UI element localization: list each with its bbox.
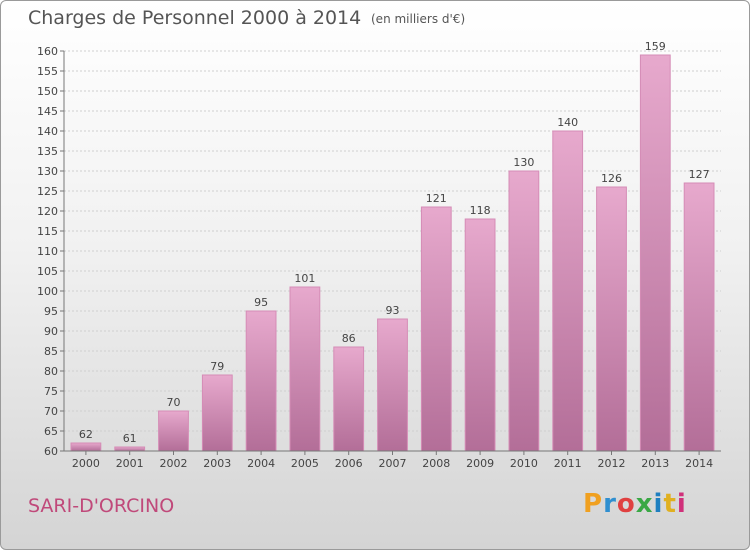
y-tick-label: 135 <box>37 145 58 158</box>
axes: 60 65 70 75 80 85 90 95 100 105 110 115 120 125 130 135… <box>37 45 721 470</box>
x-tick-label: 2007 <box>379 457 407 470</box>
bar-value-label: 126 <box>601 172 622 185</box>
bar <box>683 182 715 452</box>
bar <box>114 446 146 452</box>
bar <box>420 206 452 452</box>
logo-letter: P <box>583 489 604 519</box>
x-tick-label: 2004 <box>247 457 275 470</box>
x-tick-label: 2011 <box>554 457 582 470</box>
y-tick-label: 75 <box>44 385 58 398</box>
logo-letter: x <box>635 489 654 519</box>
logo-letter: i <box>653 489 664 519</box>
y-tick-label: 140 <box>37 125 58 138</box>
bar <box>158 410 189 452</box>
bar-value-label: 62 <box>79 428 93 441</box>
bar-value-label: 93 <box>386 304 400 317</box>
x-tick-label: 2008 <box>422 457 450 470</box>
y-tick-label: 120 <box>37 205 58 218</box>
y-tick-label: 110 <box>37 245 58 258</box>
bar <box>596 186 627 452</box>
bar-value-label: 79 <box>210 360 224 373</box>
y-tick-label: 160 <box>37 45 58 58</box>
y-tick-label: 155 <box>37 65 58 78</box>
y-tick-label: 95 <box>44 305 58 318</box>
bar-value-label: 70 <box>167 396 181 409</box>
bar-value-label: 140 <box>557 116 578 129</box>
y-tick-label: 150 <box>37 85 58 98</box>
bar-value-label: 159 <box>645 40 666 53</box>
logo-letter: i <box>676 489 687 519</box>
bar <box>289 286 321 452</box>
x-tick-label: 2003 <box>203 457 231 470</box>
x-tick-label: 2013 <box>641 457 669 470</box>
y-tick-label: 85 <box>44 345 58 358</box>
y-tick-label: 60 <box>44 445 58 458</box>
x-tick-label: 2010 <box>510 457 538 470</box>
y-tick-label: 70 <box>44 405 58 418</box>
y-tick-label: 145 <box>37 105 58 118</box>
y-tick-label: 90 <box>44 325 58 338</box>
x-tick-label: 2000 <box>72 457 100 470</box>
chart-subtitle: (en milliers d'€) <box>371 12 466 26</box>
bar-value-label: 95 <box>254 296 268 309</box>
bar <box>508 170 540 452</box>
bar <box>245 310 277 452</box>
x-tick-label: 2001 <box>116 457 144 470</box>
bar-value-label: 121 <box>426 192 447 205</box>
bar <box>333 346 365 452</box>
bar <box>464 218 496 452</box>
bar-value-label: 86 <box>342 332 356 345</box>
chart-title: Charges de Personnel 2000 à 2014 <box>28 7 362 29</box>
logo-letter: o <box>616 489 636 519</box>
x-tick-label: 2002 <box>160 457 188 470</box>
y-tick-label: 65 <box>44 425 58 438</box>
y-tick-label: 115 <box>37 225 58 238</box>
logo-letter: t <box>663 489 677 519</box>
x-tick-label: 2012 <box>598 457 626 470</box>
bar <box>377 318 408 452</box>
bar-value-label: 101 <box>294 272 315 285</box>
proxiti-logo: Proxiti <box>583 489 687 519</box>
bar-value-label: 61 <box>123 432 137 445</box>
bars: 62 61 70 79 95 101 86 93 121 118 130 140 126 159 127 <box>70 40 715 452</box>
x-tick-label: 2005 <box>291 457 319 470</box>
y-tick-label: 130 <box>37 165 58 178</box>
y-tick-label: 100 <box>37 285 58 298</box>
bar <box>552 130 584 452</box>
bar-value-label: 118 <box>470 204 491 217</box>
x-tick-label: 2014 <box>685 457 713 470</box>
logo-letter: r <box>603 489 617 519</box>
x-tick-label: 2006 <box>335 457 363 470</box>
y-tick-label: 125 <box>37 185 58 198</box>
y-tick-label: 80 <box>44 365 58 378</box>
bar-value-label: 127 <box>689 168 710 181</box>
bar <box>201 374 233 452</box>
bar <box>70 442 102 452</box>
commune-name: SARI-D'ORCINO <box>28 495 175 517</box>
x-tick-label: 2009 <box>466 457 494 470</box>
bar <box>639 54 671 452</box>
y-tick-label: 105 <box>37 265 58 278</box>
bar-value-label: 130 <box>513 156 534 169</box>
